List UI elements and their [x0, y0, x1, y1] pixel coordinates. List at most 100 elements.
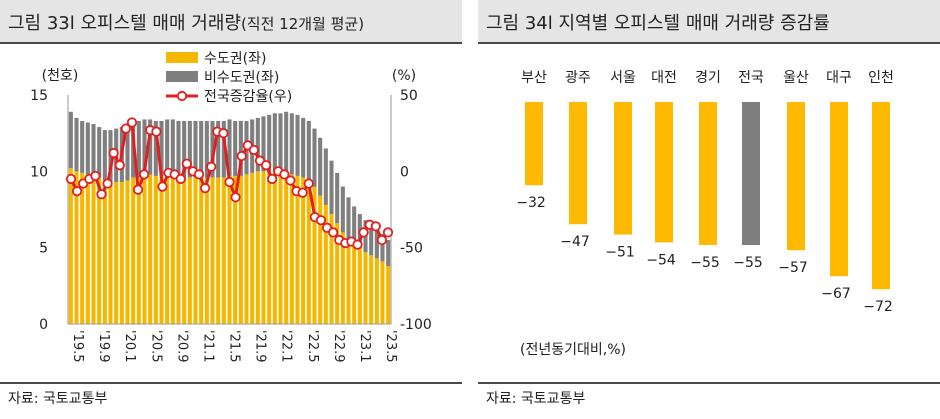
x-tick-label: '21.1 [200, 330, 215, 363]
category-label: 울산 [783, 70, 809, 86]
line-point [328, 227, 339, 238]
bar-sudogwon [142, 174, 147, 324]
bar-bisudogwon [148, 119, 153, 175]
bar-bisudogwon [216, 120, 221, 178]
bar-sudogwon [261, 171, 266, 324]
bar-bisudogwon [142, 119, 147, 175]
bar-sudogwon [357, 247, 362, 324]
bar-bisudogwon [301, 117, 306, 178]
bar-bisudogwon [199, 120, 204, 178]
left-title-sub: (직전 12개월 평균) [240, 15, 365, 33]
legend-label: 수도권(좌) [204, 51, 266, 67]
bar-sudogwon [233, 175, 238, 324]
bar-bisudogwon [369, 224, 374, 256]
bar-bisudogwon [182, 120, 187, 178]
region-bar [699, 102, 717, 245]
bar-sudogwon [312, 186, 317, 324]
bar-sudogwon [148, 174, 153, 324]
right-tick-label: -100 [400, 317, 432, 333]
left-axis-unit: (천호) [42, 68, 79, 84]
bar-bisudogwon [335, 172, 340, 224]
bar-sudogwon [91, 175, 96, 324]
bar-sudogwon [85, 174, 90, 324]
bar-bisudogwon [102, 130, 107, 181]
bar-bisudogwon [352, 206, 357, 244]
x-tick-label: '19.9 [96, 330, 111, 363]
bar-sudogwon [204, 177, 209, 324]
bar-bisudogwon [329, 160, 334, 215]
bar-sudogwon [352, 243, 357, 324]
line-point [303, 178, 314, 189]
right-title: 그림 34l 지역별 오피스텔 매매 거래량 증감률 [486, 13, 830, 34]
bar-sudogwon [119, 182, 124, 324]
line-point [200, 183, 211, 194]
left-tick-label: 10 [30, 164, 48, 180]
right-source-divider [478, 382, 940, 384]
bar-bisudogwon [295, 114, 300, 176]
bar-bisudogwon [74, 117, 79, 172]
right-chart: 부산 광주 서울 대전 경기 전국 울산 대구 인천−32−47−51 −54 −55 −55 −57−… [516, 70, 894, 358]
line-point [96, 189, 107, 200]
legend-swatch [166, 71, 198, 82]
x-tick-label: '21.5 [227, 330, 242, 363]
left-tick-label: 15 [30, 88, 48, 104]
bar-sudogwon [329, 214, 334, 324]
x-tick-label: '23.5 [383, 330, 398, 363]
bar-sudogwon [187, 177, 192, 324]
bar-bisudogwon [289, 113, 294, 175]
unit-note: (전년동기대비,%) [520, 342, 626, 358]
left-chart: (천호) (%) 0 5 10 15 -100 -50 0 50 '19.5 '19.9 '20.1 '2… [30, 51, 432, 363]
category-label: 대전 [651, 70, 677, 86]
x-tick-label: '23.1 [357, 330, 372, 363]
bar-sudogwon [318, 195, 323, 324]
value-label: −47 [560, 234, 590, 250]
region-bar [525, 102, 543, 186]
line-point [102, 178, 113, 189]
line-point [376, 234, 388, 246]
left-tick-label: 0 [39, 317, 48, 333]
bar-bisudogwon [318, 137, 323, 196]
bar-sudogwon [68, 168, 73, 324]
bar-sudogwon [295, 175, 300, 324]
bar-sudogwon [250, 172, 255, 324]
bar-bisudogwon [210, 120, 215, 178]
bar-sudogwon [102, 180, 107, 324]
bar-bisudogwon [165, 119, 170, 176]
bar-sudogwon [182, 177, 187, 324]
left-source: 자료: 국토교통부 [8, 391, 108, 407]
x-tick-label: '20.5 [148, 330, 163, 363]
bar-bisudogwon [233, 120, 238, 176]
line-point [352, 239, 363, 250]
line-point [279, 169, 290, 180]
region-bar [787, 102, 805, 251]
bar-bisudogwon [238, 120, 243, 176]
bar-sudogwon [199, 177, 204, 324]
legend-marker [176, 90, 188, 102]
legend-swatch [166, 52, 198, 63]
bar-sudogwon [108, 182, 113, 324]
bar-sudogwon [170, 175, 175, 324]
region-bar [830, 102, 848, 277]
bar-sudogwon [340, 232, 345, 324]
bar-sudogwon [289, 174, 294, 324]
line-point [139, 169, 150, 180]
bar-bisudogwon [97, 127, 102, 178]
line-point [236, 150, 247, 162]
region-bar [614, 102, 632, 235]
value-label: −72 [863, 299, 893, 315]
bar-sudogwon [221, 177, 226, 324]
value-label: −55 [733, 255, 763, 271]
bar-sudogwon [374, 258, 379, 324]
bar-bisudogwon [176, 120, 181, 178]
bar-bisudogwon [80, 120, 85, 173]
bar-sudogwon [306, 180, 311, 324]
bar-sudogwon [335, 223, 340, 324]
legend-label: 전국증감율(우) [204, 89, 292, 105]
right-tick-label: 0 [400, 164, 409, 180]
category-label: 대구 [826, 70, 852, 86]
line-point [120, 123, 131, 134]
bar-sudogwon [272, 171, 277, 324]
value-label: −51 [605, 245, 635, 261]
x-tick-label: '21.9 [253, 330, 268, 363]
line-point [382, 227, 394, 238]
